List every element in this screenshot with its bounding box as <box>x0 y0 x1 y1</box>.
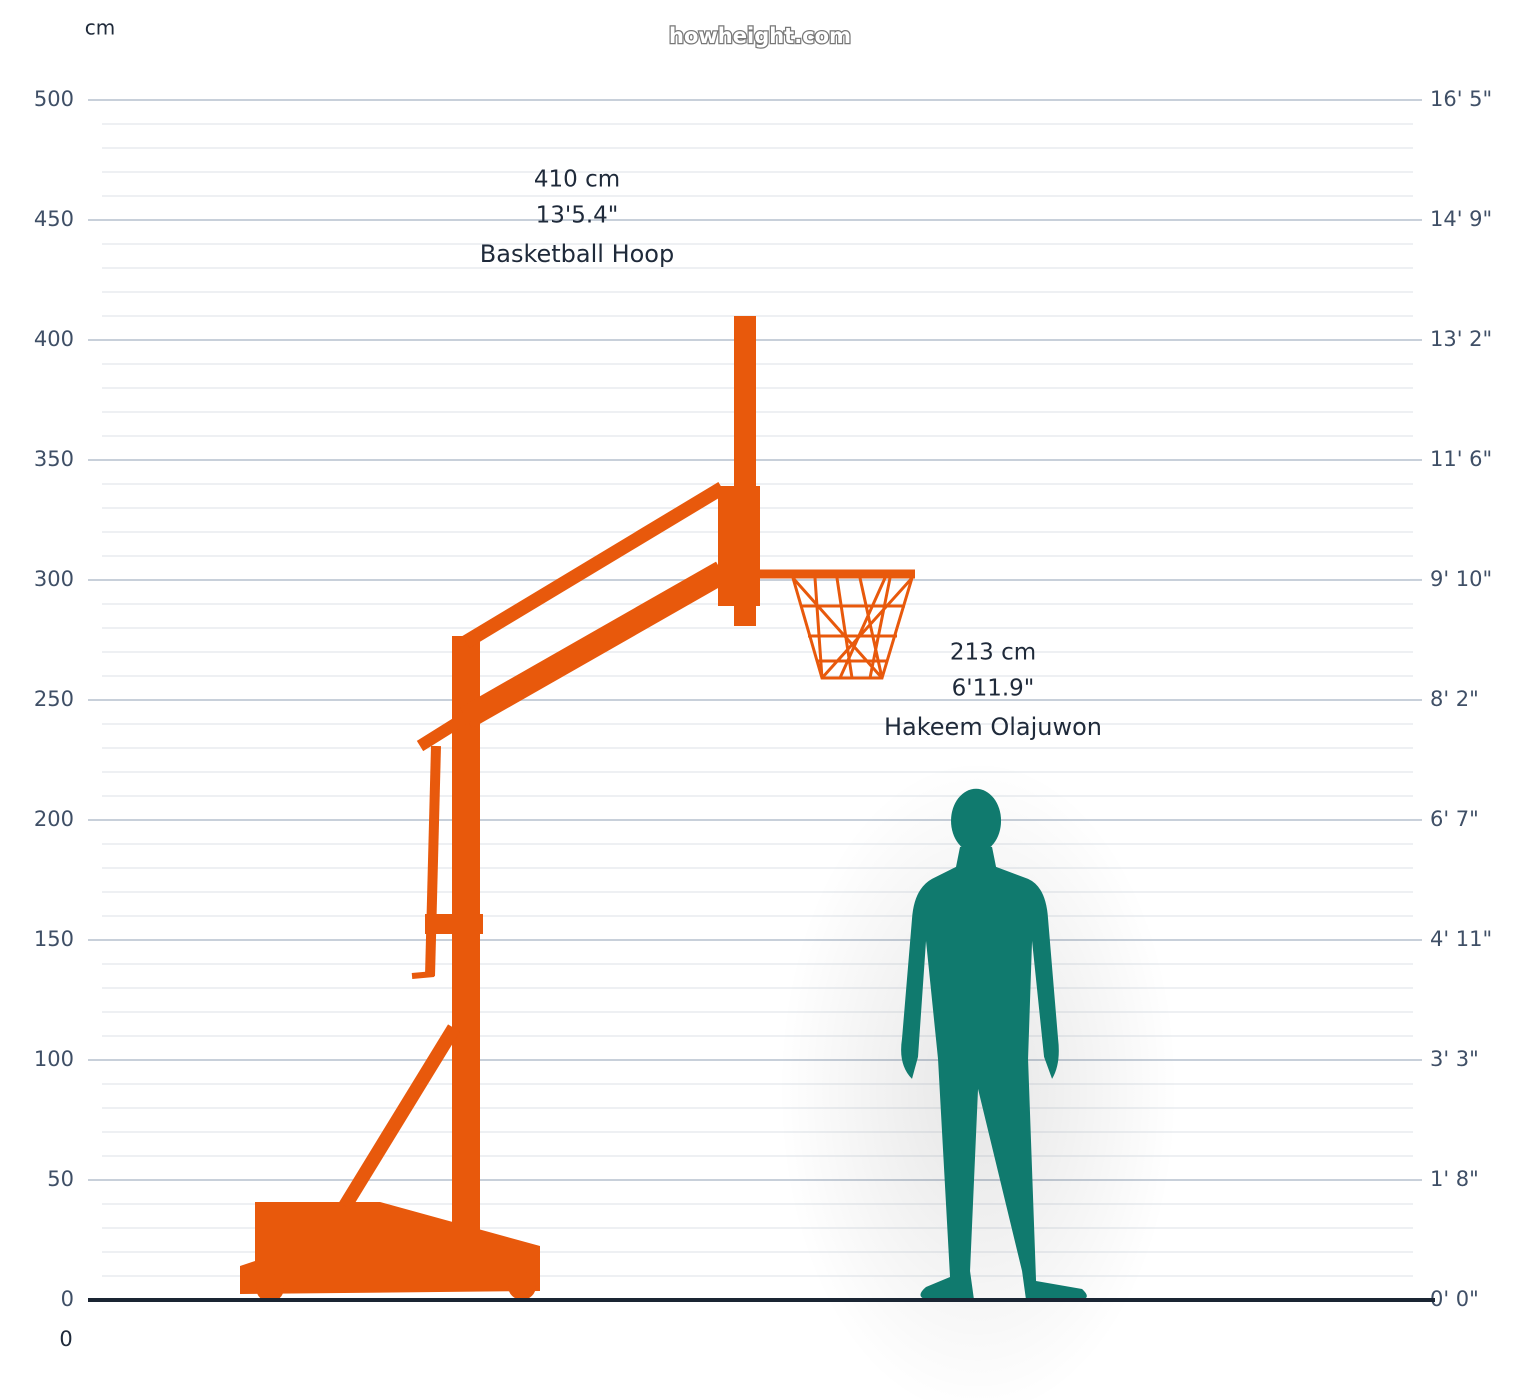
y2-tick-label: 13' 2" <box>1430 327 1492 351</box>
y2-tick-label: 3' 3" <box>1430 1047 1479 1071</box>
net <box>791 576 914 680</box>
hoop-lower-arm <box>460 561 728 729</box>
y-tick-label: 350 <box>34 447 74 471</box>
hoop-upper-arm <box>462 482 726 648</box>
y2-tick-label: 4' 11" <box>1430 927 1492 951</box>
y-tick-label: 0 <box>61 1287 74 1311</box>
y-tick-label: 300 <box>34 567 74 591</box>
y-tick-label: 250 <box>34 687 74 711</box>
feet-label: 6'11.9" <box>952 675 1035 701</box>
hoop-crank-handle <box>411 971 435 979</box>
hoop-wheel <box>256 1274 284 1302</box>
hoop-collar <box>425 914 483 934</box>
y2-tick-label: 6' 7" <box>1430 807 1479 831</box>
backboard-bracket <box>718 486 760 606</box>
y2-tick-label: 0' 0" <box>1430 1287 1479 1311</box>
y-tick-label: 100 <box>34 1047 74 1071</box>
hoop-brace <box>339 1024 460 1210</box>
hoop-crank <box>425 745 441 977</box>
figure <box>240 316 915 1302</box>
name-label: Hakeem Olajuwon <box>884 713 1102 741</box>
hoop-base <box>240 1202 540 1294</box>
value-label: 410 cm <box>534 167 620 193</box>
value-label: 213 cm <box>950 639 1036 665</box>
y2-tick-label: 16' 5" <box>1430 87 1492 111</box>
y2-tick-label: 14' 9" <box>1430 207 1492 231</box>
hoop-wheel <box>508 1272 536 1300</box>
feet-label: 13'5.4" <box>536 203 619 229</box>
y2-tick-label: 1' 8" <box>1430 1167 1479 1191</box>
person-head <box>951 788 1002 853</box>
y2-tick-label: 8' 2" <box>1430 687 1479 711</box>
y2-tick-label: 9' 10" <box>1430 567 1492 591</box>
bottom-label: 0 <box>59 1327 72 1351</box>
y2-tick-label: 11' 6" <box>1430 447 1492 471</box>
y-tick-label: 200 <box>34 807 74 831</box>
y-unit: cm <box>85 16 115 40</box>
y-tick-label: 150 <box>34 927 74 951</box>
y-tick-label: 50 <box>47 1167 74 1191</box>
y-tick-label: 450 <box>34 207 74 231</box>
person-body <box>901 846 1087 1300</box>
figure <box>778 758 1179 1400</box>
hoop-strut <box>416 710 472 752</box>
watermark: howheight.com <box>669 24 851 48</box>
y-tick-label: 500 <box>34 87 74 111</box>
name-label: Basketball Hoop <box>480 240 674 268</box>
y-tick-label: 400 <box>34 327 74 351</box>
